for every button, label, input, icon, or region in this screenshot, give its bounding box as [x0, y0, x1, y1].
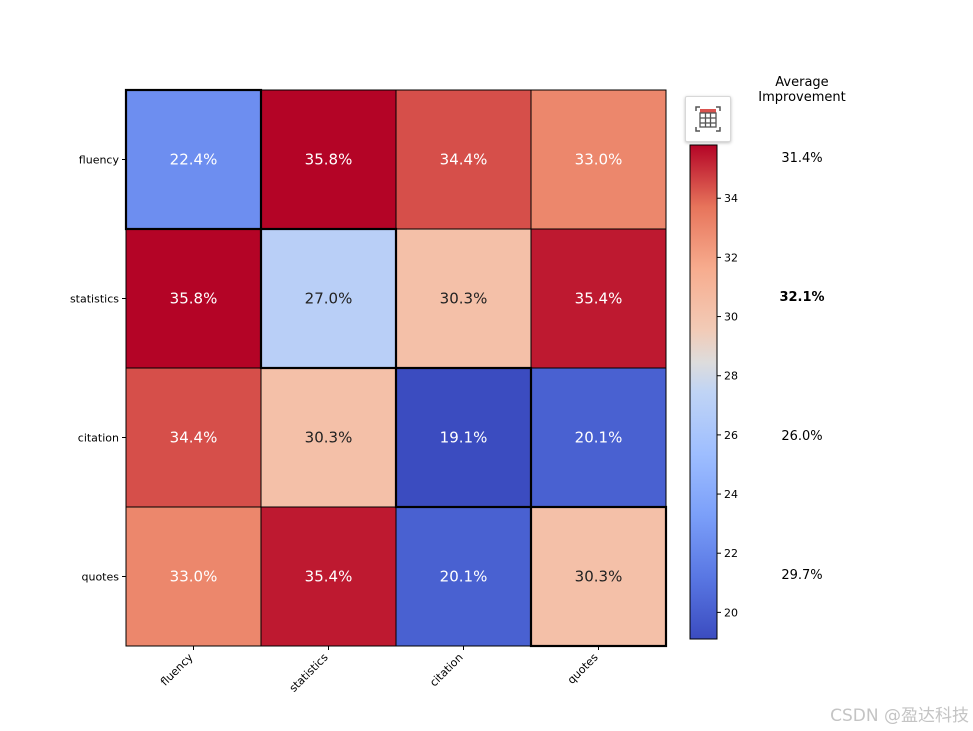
heatmap-cell [260, 367, 397, 508]
cell-label: 30.3% [305, 429, 353, 447]
heatmap-cell [260, 506, 397, 647]
cell-label: 19.1% [440, 429, 488, 447]
cell-label: 20.1% [575, 429, 623, 447]
cell-label: 22.4% [170, 151, 218, 169]
colorbar-tick-label: 30 [724, 311, 738, 324]
x-tick-label: statistics [287, 651, 331, 695]
cell-label: 34.4% [170, 429, 218, 447]
cell-label: 35.8% [170, 290, 218, 308]
average-statistics: 32.1% [779, 290, 825, 305]
table-icon [695, 106, 721, 132]
cell-label: 33.0% [575, 151, 623, 169]
cell-label: 35.4% [305, 568, 353, 586]
colorbar-tick-label: 34 [724, 192, 738, 205]
heatmap-cell [260, 89, 397, 230]
average-title-line1: Average [775, 75, 829, 90]
y-tick-label: statistics [70, 293, 119, 306]
y-tick-label: citation [78, 432, 119, 445]
average-quotes: 29.7% [781, 568, 823, 583]
colorbar-tick-label: 22 [724, 547, 738, 560]
heatmap-cell [125, 506, 262, 647]
colorbar-tick-label: 28 [724, 370, 738, 383]
diagonal-cell-border [394, 366, 533, 509]
cell-label: 20.1% [440, 568, 488, 586]
y-tick-label: quotes [82, 571, 120, 584]
cell-label: 27.0% [305, 290, 353, 308]
y-tick-label: fluency [79, 154, 120, 167]
colorbar-tick-label: 20 [724, 606, 738, 619]
watermark: CSDN @盈达科技 [830, 706, 969, 726]
table-view-button[interactable] [685, 96, 731, 142]
heatmap-cell [530, 228, 667, 369]
heatmap-cell [530, 367, 667, 508]
average-citation: 26.0% [781, 429, 823, 444]
cell-label: 33.0% [170, 568, 218, 586]
heatmap-cell [530, 89, 667, 230]
cell-label: 35.4% [575, 290, 623, 308]
cell-label: 35.8% [305, 151, 353, 169]
cell-label: 30.3% [440, 290, 488, 308]
average-fluency: 31.4% [781, 151, 823, 166]
cell-label: 30.3% [575, 568, 623, 586]
heatmap-cell [395, 506, 532, 647]
heatmap-cell [260, 228, 397, 369]
cell-label: 34.4% [440, 151, 488, 169]
average-improvement-title: Average Improvement [742, 75, 862, 105]
colorbar [689, 144, 718, 640]
average-title-line2: Improvement [758, 90, 846, 105]
x-tick-label: citation [427, 651, 465, 689]
colorbar-tick-label: 24 [724, 488, 738, 501]
x-tick-label: quotes [565, 651, 601, 687]
heatmap-cell [125, 89, 262, 230]
heatmap-cell [125, 228, 262, 369]
colorbar-tick-label: 26 [724, 429, 738, 442]
diagonal-cell-border [259, 227, 398, 370]
heatmap-cell [395, 89, 532, 230]
colorbar-tick-label: 32 [724, 251, 738, 264]
x-tick-label: fluency [158, 651, 196, 689]
